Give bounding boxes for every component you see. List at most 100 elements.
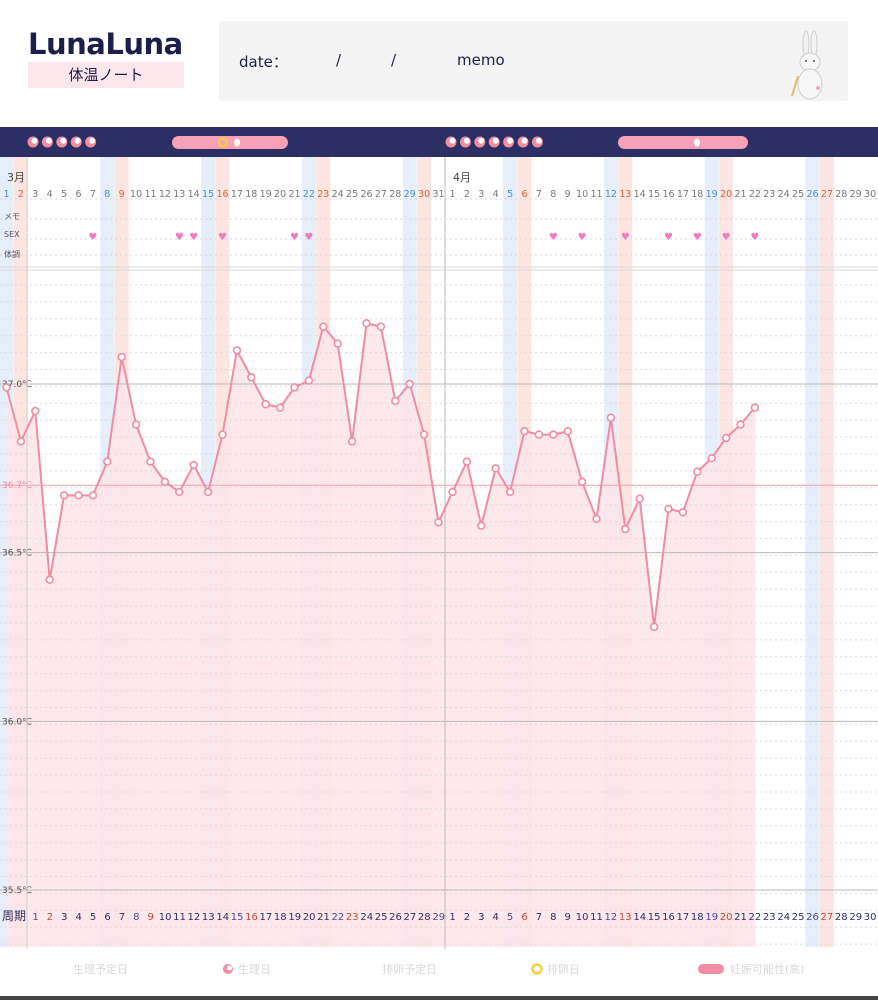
topbar-markers [27,136,748,149]
day-number: 17 [231,189,243,200]
day-number: 17 [677,189,689,200]
temperature-point [160,477,170,487]
temperature-point [146,457,155,466]
cycle-day-number: 15 [648,912,661,923]
memo-row-label: メモ [4,212,20,221]
cycle-day-number: 9 [148,912,154,923]
legend-period-planned: 生理予定日 [73,963,128,976]
temperature-point [131,420,141,429]
day-number: 21 [288,189,300,200]
egg-icon [234,138,240,147]
weekend-stripe-pink [819,157,834,947]
temperature-point [376,322,386,331]
day-number: 1 [3,189,9,200]
temperature-point [247,373,256,382]
period-day-icon [89,137,96,144]
sex-heart-icon: ♥ [189,232,198,243]
day-number: 5 [507,189,513,200]
day-number: 29 [404,189,416,200]
day-number: 25 [792,189,804,200]
temperature-point [319,322,328,331]
temperature-point [189,460,198,470]
temperature-point [419,430,429,439]
cycle-day-number: 7 [536,912,542,923]
day-number: 20 [720,189,732,200]
cycle-day-number: 17 [677,912,690,923]
cycle-day-number: 23 [763,912,776,923]
temperature-point [117,352,126,362]
day-number: 28 [835,189,847,200]
temperature-point [534,430,544,439]
period-day-icon [60,137,67,144]
sex-heart-icon: ♥ [750,232,759,243]
cycle-day-number: 20 [303,912,316,923]
y-tick-label: 36.0℃ [2,717,32,727]
cycle-day-number: 21 [734,912,747,923]
cycle-day-number: 9 [565,912,571,923]
day-number: 18 [245,189,257,200]
temperature-point [477,521,486,530]
legend-period: 生理日 [238,963,271,976]
cycle-day-number: 16 [245,912,258,923]
day-number: 4 [493,189,499,200]
cycle-day-number: 29 [432,912,445,923]
temperature-area [6,323,755,947]
cycle-day-number: 8 [550,912,556,923]
cycle-day-number: 26 [389,912,402,923]
cycle-label: 周期 [2,909,26,923]
day-number: 9 [119,189,125,200]
month-label: 4月 [453,171,471,184]
day-number: 1 [449,189,455,200]
day-number: 24 [332,189,344,200]
cycle-day-number: 25 [792,912,805,923]
day-number: 8 [104,189,110,200]
temperature-point [304,376,314,385]
temperature-point [434,518,443,527]
legend-ovulation: 排卵日 [547,963,580,976]
day-number: 22 [749,189,761,200]
cycle-day-number: 12 [605,912,618,923]
day-number: 27 [375,189,387,200]
temperature-point [405,379,414,389]
temperature-point [175,487,184,497]
sex-heart-icon: ♥ [88,232,97,243]
cycle-day-number: 18 [274,912,287,923]
cycle-day-number: 10 [159,912,172,923]
temperature-point [218,430,227,439]
day-number: 12 [159,189,171,200]
sex-heart-icon: ♥ [304,232,313,243]
period-day-icon [45,137,52,144]
date-label: date： [239,53,288,71]
temperature-point [505,487,515,497]
temperature-point [635,494,644,503]
period-day-icon [449,137,456,144]
day-number: 16 [662,189,674,200]
day-number: 4 [47,189,53,200]
cycle-day-number: 23 [346,912,359,923]
temperature-point [103,457,112,466]
temperature-point [750,403,760,412]
cycle-day-number: 27 [821,912,834,923]
day-number: 23 [763,189,775,200]
temperature-point [59,491,69,500]
day-number: 10 [130,189,142,200]
day-number: 10 [576,189,588,200]
period-icon [223,964,233,974]
date-slash-2: / [391,51,397,69]
day-number: 14 [634,189,646,200]
legend-fertile-high: 妊娠可能性(高) [730,963,805,976]
y-tick-label: 35.5℃ [2,886,32,896]
cycle-day-number: 15 [231,912,244,923]
day-number: 18 [691,189,703,200]
temperature-point [2,383,11,392]
cycle-day-number: 22 [749,912,762,923]
day-number: 9 [565,189,571,200]
period-day-icon [507,137,514,144]
day-number: 6 [75,189,81,200]
logo-text: LunaLuna [28,27,183,61]
sex-heart-icon: ♥ [549,232,558,243]
day-number: 28 [389,189,401,200]
sex-heart-icon: ♥ [218,232,227,243]
cycle-day-number: 6 [104,912,110,923]
